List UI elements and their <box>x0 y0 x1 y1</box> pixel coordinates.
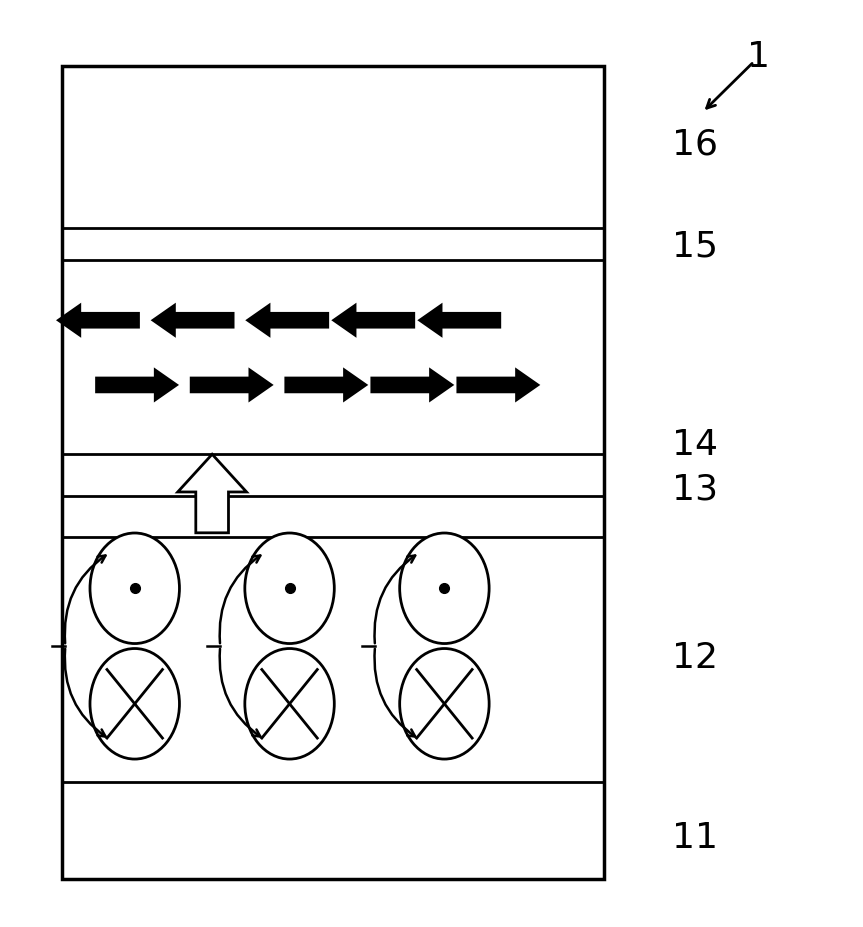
FancyArrow shape <box>457 367 540 402</box>
FancyArrow shape <box>190 367 274 402</box>
FancyArrow shape <box>285 367 369 402</box>
Text: 16: 16 <box>672 128 718 161</box>
Text: 15: 15 <box>672 229 718 263</box>
FancyArrow shape <box>370 367 454 402</box>
Ellipse shape <box>90 649 180 759</box>
FancyArrow shape <box>418 303 501 337</box>
Ellipse shape <box>245 649 334 759</box>
Text: 1: 1 <box>746 40 770 74</box>
Ellipse shape <box>90 533 180 643</box>
Ellipse shape <box>245 533 334 643</box>
FancyArrow shape <box>151 303 235 337</box>
FancyArrow shape <box>95 367 179 402</box>
Ellipse shape <box>400 533 489 643</box>
Text: 13: 13 <box>672 473 718 506</box>
Ellipse shape <box>400 649 489 759</box>
Text: 11: 11 <box>672 820 718 855</box>
Polygon shape <box>178 454 247 533</box>
Text: 12: 12 <box>672 641 718 675</box>
Bar <box>61 66 603 880</box>
FancyArrow shape <box>245 303 329 337</box>
Text: 14: 14 <box>672 428 718 462</box>
FancyArrow shape <box>56 303 140 337</box>
FancyArrow shape <box>331 303 415 337</box>
